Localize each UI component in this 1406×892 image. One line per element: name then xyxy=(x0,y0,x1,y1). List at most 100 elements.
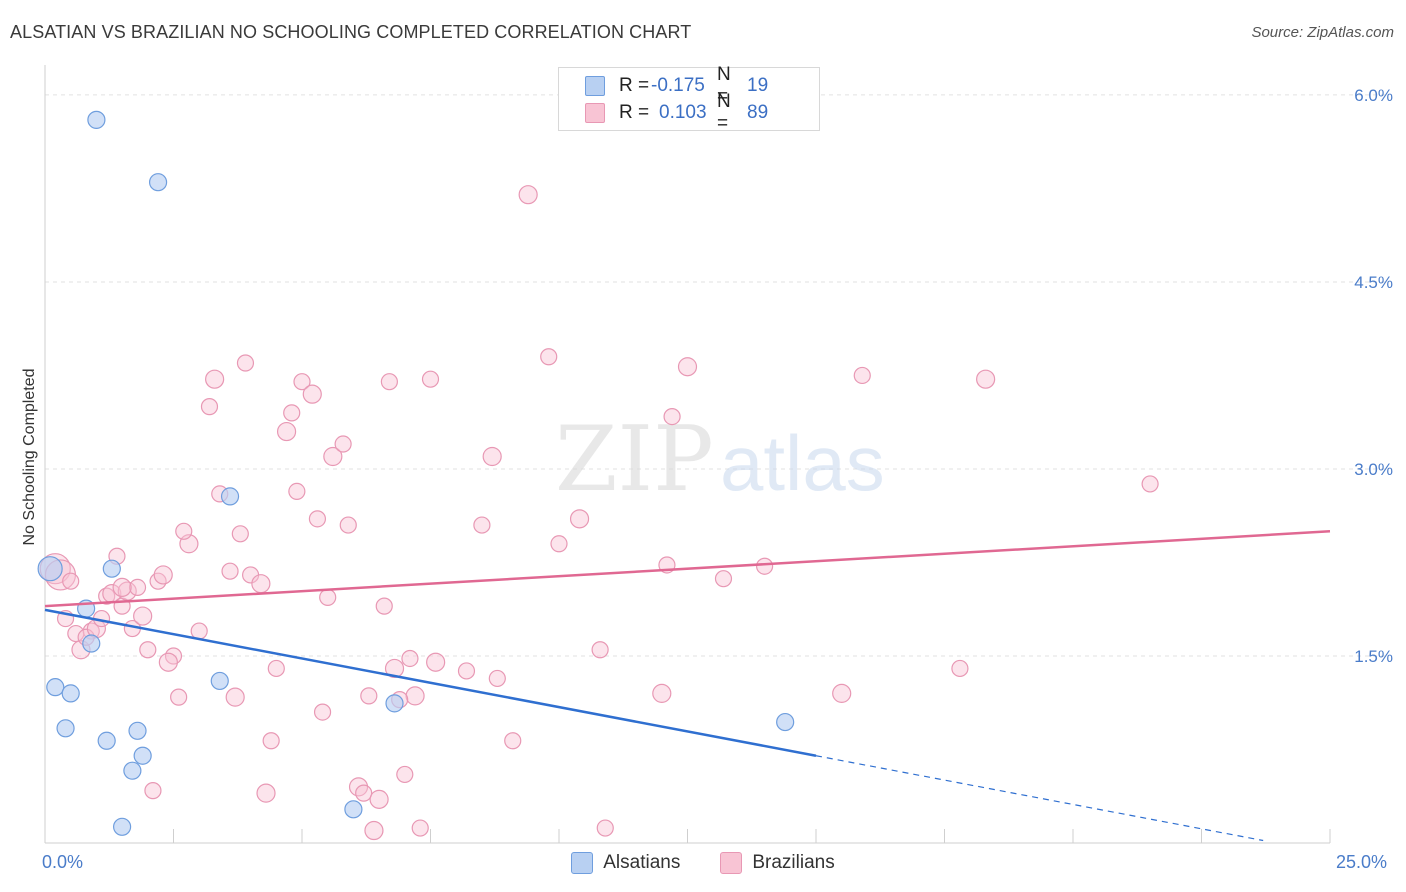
r-value: 0.103 xyxy=(659,102,707,123)
alsatian-point xyxy=(97,731,116,750)
brazilian-point xyxy=(396,765,414,784)
brazilian-point xyxy=(421,370,440,388)
brazilian-swatch xyxy=(585,103,605,123)
r-label: R = xyxy=(619,102,650,123)
brazilian-point xyxy=(569,509,590,529)
r-label: R = xyxy=(619,75,650,96)
y-tick-label: 3.0% xyxy=(1354,460,1393,479)
brazilian-point xyxy=(334,435,352,453)
r-value: -0.175 xyxy=(651,75,705,96)
brazilian-point xyxy=(663,408,681,426)
brazilian-point xyxy=(355,784,373,802)
brazilian-point xyxy=(426,652,446,672)
brazilian-point xyxy=(677,357,698,377)
alsatian-point xyxy=(148,173,168,192)
alsatian-point xyxy=(87,110,106,129)
brazilian-legend-swatch xyxy=(720,852,743,874)
brazilian-point xyxy=(504,732,522,750)
alsatian-swatch xyxy=(585,76,605,96)
brazilian-point xyxy=(755,557,774,575)
brazilian-point xyxy=(267,659,285,678)
brazilian-point xyxy=(591,641,609,659)
brazilian-point xyxy=(231,525,249,543)
brazilian-point xyxy=(251,574,271,594)
brazilian-point xyxy=(313,703,332,721)
brazilian-point xyxy=(225,687,245,707)
brazilian-point xyxy=(714,570,733,588)
alsatian-trend-extension xyxy=(815,755,1264,842)
brazilian-point xyxy=(488,669,506,688)
n-label: N = xyxy=(717,91,731,134)
alsatian-point xyxy=(82,634,101,653)
brazilian-point xyxy=(360,687,378,705)
brazilian-point xyxy=(832,683,852,703)
brazilian-point xyxy=(205,369,225,389)
brazilian-point xyxy=(153,565,173,585)
legend-label-brazilians: Brazilians xyxy=(752,852,835,873)
n-value: 19 xyxy=(747,75,769,96)
brazilian-point xyxy=(200,398,219,416)
brazilian-point xyxy=(323,446,343,467)
legend-row-alsatians: R = -0.175 N = 19 xyxy=(585,64,769,107)
brazilian-trend-line xyxy=(44,530,1331,608)
alsatian-point xyxy=(220,487,240,506)
brazilian-point xyxy=(221,562,239,580)
brazilian-point xyxy=(411,819,429,837)
brazilian-point xyxy=(128,578,147,597)
brazilian-point xyxy=(190,622,208,640)
brazilian-point xyxy=(652,683,672,703)
brazilian-point xyxy=(170,688,188,706)
alsatian-point xyxy=(46,678,65,697)
n-value: 89 xyxy=(747,102,769,123)
brazilian-point xyxy=(518,185,538,205)
alsatian-point xyxy=(123,761,142,780)
axes xyxy=(44,65,1331,844)
alsatian-point xyxy=(102,559,121,578)
brazilian-point xyxy=(133,606,153,626)
brazilian-point xyxy=(256,783,276,803)
trend-lines xyxy=(44,530,1331,842)
brazilian-point xyxy=(951,659,969,678)
y-axis-label: No Schooling Completed xyxy=(21,369,38,546)
alsatian-point xyxy=(61,684,80,703)
brazilian-point xyxy=(473,516,491,534)
legend-item-alsatians[interactable]: Alsatians xyxy=(571,852,680,874)
alsatian-point xyxy=(112,817,132,836)
series-legend: Alsatians Brazilians xyxy=(0,852,1406,874)
alsatian-point xyxy=(344,800,363,819)
watermark-zip: ZIP xyxy=(555,407,714,512)
x-max-label: 25.0% xyxy=(1336,852,1388,872)
series-alsatians xyxy=(37,110,795,836)
source-label: Source: ZipAtlas.com xyxy=(1251,24,1394,41)
n-label: N = xyxy=(717,64,731,107)
brazilian-point xyxy=(288,482,306,501)
brazilian-point xyxy=(308,510,327,528)
brazilian-point xyxy=(62,572,80,590)
brazilian-point xyxy=(1141,475,1159,493)
alsatian-legend-swatch xyxy=(571,852,594,874)
brazilian-point xyxy=(369,789,389,809)
alsatian-point xyxy=(133,746,152,765)
brazilian-point xyxy=(540,348,558,366)
brazilian-point xyxy=(853,366,871,385)
x-min-label: 0.0% xyxy=(42,852,84,872)
brazilian-point xyxy=(175,522,193,540)
brazilian-point xyxy=(293,373,311,391)
brazilian-point xyxy=(380,373,398,391)
brazilian-point xyxy=(339,516,357,534)
brazilian-point xyxy=(236,354,255,372)
y-tick-label: 1.5% xyxy=(1354,647,1393,666)
brazilian-point xyxy=(139,641,157,659)
brazilian-point xyxy=(364,820,384,841)
brazilian-point xyxy=(144,782,162,800)
alsatian-point xyxy=(385,694,404,713)
brazilian-point xyxy=(319,588,337,606)
alsatian-point xyxy=(776,712,795,732)
series-brazilians xyxy=(39,185,1159,841)
brazilian-point xyxy=(405,686,425,706)
brazilian-point xyxy=(384,658,405,679)
alsatian-point xyxy=(37,556,63,582)
brazilian-point xyxy=(482,446,502,467)
legend-item-brazilians[interactable]: Brazilians xyxy=(720,852,835,874)
